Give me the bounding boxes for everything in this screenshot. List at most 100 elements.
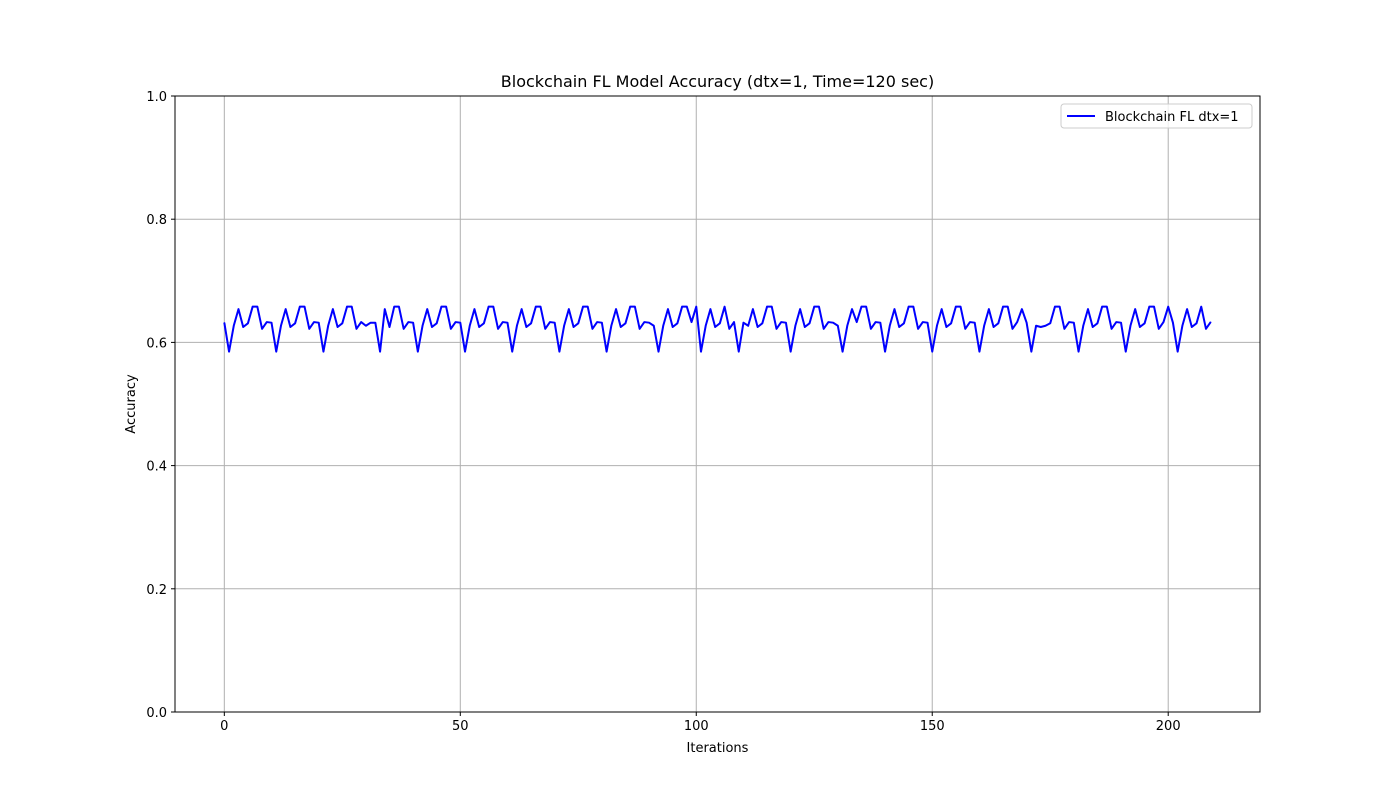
data-point: [870, 328, 872, 330]
data-point: [690, 321, 693, 323]
data-point: [695, 306, 697, 308]
data-point: [969, 321, 971, 323]
data-point: [780, 321, 782, 323]
data-point: [761, 322, 763, 324]
data-point: [959, 306, 962, 308]
data-point: [634, 306, 636, 308]
data-point: [256, 306, 258, 308]
data-point: [856, 321, 858, 323]
data-point: [473, 308, 476, 310]
data-point: [827, 321, 830, 323]
data-point: [955, 306, 957, 308]
data-point: [1106, 306, 1108, 308]
data-point: [865, 306, 867, 308]
y-tick-label: 0.8: [146, 213, 167, 228]
data-point: [1172, 322, 1174, 324]
data-point: [544, 328, 546, 330]
data-point: [558, 351, 561, 353]
data-point: [733, 321, 735, 323]
data-point: [629, 306, 631, 308]
data-point: [775, 328, 778, 330]
data-point: [539, 306, 542, 308]
data-point: [266, 321, 268, 323]
data-point: [860, 306, 863, 308]
data-point: [898, 326, 900, 328]
data-point: [384, 308, 386, 310]
data-point: [1120, 322, 1122, 324]
data-point: [1134, 308, 1136, 310]
data-point: [1162, 321, 1165, 323]
data-point: [752, 308, 754, 310]
data-point: [823, 328, 825, 330]
data-point: [454, 321, 457, 323]
data-point: [1177, 351, 1179, 353]
data-point: [766, 306, 768, 308]
data-point: [294, 322, 296, 324]
data-point: [1082, 325, 1084, 327]
data-point: [285, 308, 287, 310]
data-point: [992, 326, 995, 328]
data-point: [941, 308, 943, 310]
data-point: [596, 321, 598, 323]
data-point: [997, 322, 999, 324]
data-point: [332, 308, 334, 310]
data-point: [407, 321, 409, 323]
data-point: [313, 321, 315, 323]
data-point: [1087, 308, 1089, 310]
data-point: [648, 322, 650, 324]
data-point: [459, 322, 461, 324]
data-point: [672, 326, 674, 328]
data-point: [1021, 308, 1023, 310]
data-point: [417, 351, 419, 353]
data-point: [554, 322, 556, 324]
data-point: [700, 351, 702, 353]
data-point: [1044, 325, 1047, 327]
x-tick-label: 150: [920, 719, 945, 734]
data-point: [370, 322, 372, 324]
data-point: [398, 306, 400, 308]
data-point: [511, 351, 513, 353]
series-layer: [223, 305, 1212, 353]
data-point: [1073, 322, 1075, 324]
data-point: [742, 322, 745, 324]
data-point: [1068, 321, 1070, 323]
chart-title: Blockchain FL Model Accuracy (dtx=1, Tim…: [501, 72, 934, 91]
data-point: [903, 322, 905, 324]
data-point: [360, 321, 362, 323]
data-point: [497, 328, 499, 330]
data-point: [667, 308, 669, 310]
data-point: [719, 322, 721, 324]
data-point: [341, 322, 343, 324]
data-point: [346, 306, 348, 308]
data-point: [851, 308, 853, 310]
data-point: [1063, 328, 1065, 330]
data-point: [832, 322, 834, 324]
data-point: [521, 308, 523, 310]
data-point: [506, 322, 509, 324]
data-point: [846, 325, 848, 327]
data-point: [922, 321, 924, 323]
data-point: [1092, 326, 1094, 328]
data-point: [299, 306, 301, 308]
data-point: [785, 322, 787, 324]
data-point: [974, 322, 976, 324]
data-point: [591, 328, 594, 330]
data-point: [412, 322, 414, 324]
y-tick-label: 0.2: [146, 583, 167, 598]
data-point: [549, 321, 551, 323]
data-point: [1195, 322, 1198, 324]
data-point: [365, 325, 367, 327]
data-point: [1210, 321, 1212, 323]
data-point: [813, 306, 815, 308]
data-point: [1148, 306, 1150, 308]
data-point: [1144, 322, 1146, 324]
data-point: [681, 306, 683, 308]
data-point: [723, 306, 726, 308]
data-point: [516, 325, 518, 327]
data-point: [837, 325, 839, 327]
data-point: [983, 325, 985, 327]
data-point: [757, 326, 759, 328]
data-point: [237, 308, 240, 310]
data-point: [318, 322, 320, 324]
data-point: [790, 351, 792, 353]
